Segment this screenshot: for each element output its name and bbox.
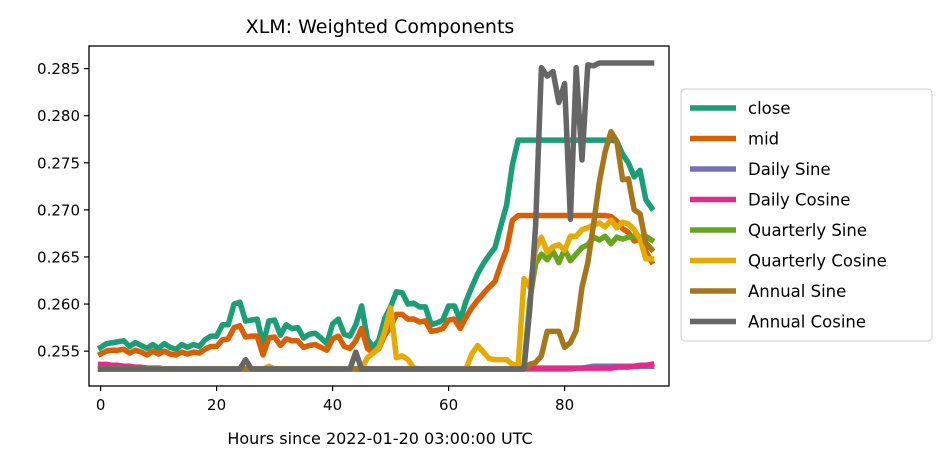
y-tick-label: 0.270 [37,201,80,219]
legend-label-quarterly-cosine: Quarterly Cosine [748,252,887,271]
y-tick-label: 0.260 [37,296,80,314]
x-tick-label: 20 [207,396,226,414]
series-line-annual-cosine [97,60,655,372]
x-axis: 0 20 40 60 80 [96,386,574,414]
y-tick-label: 0.275 [37,154,80,172]
y-tick-label: 0.255 [37,343,80,361]
x-axis-label: Hours since 2022-01-20 03:00:00 UTC [227,429,532,448]
x-tick-label: 80 [555,396,574,414]
legend: close mid Daily Sine Daily Cosine Quarterly … [680,88,933,342]
legend-label-quarterly-sine: Quarterly Sine [748,221,867,240]
y-tick-label: 0.285 [37,60,80,78]
series-line-close [96,137,656,353]
legend-label-mid: mid [748,130,779,149]
legend-label-close: close [748,99,791,118]
x-tick-label: 0 [96,396,106,414]
x-tick-label: 40 [323,396,342,414]
legend-box [680,88,933,342]
legend-label-daily-cosine: Daily Cosine [748,191,850,210]
chart-title: XLM: Weighted Components [246,16,515,38]
legend-label-annual-sine: Annual Sine [748,282,846,301]
y-axis: 0.255 0.260 0.265 0.270 0.275 0.280 0.285 [37,60,89,361]
series-layer [96,60,656,372]
legend-label-daily-sine: Daily Sine [748,160,831,179]
plot-frame [88,45,670,387]
y-tick-label: 0.265 [37,248,80,266]
x-tick-label: 60 [439,396,458,414]
y-tick-label: 0.280 [37,107,80,125]
legend-label-annual-cosine: Annual Cosine [748,313,866,332]
